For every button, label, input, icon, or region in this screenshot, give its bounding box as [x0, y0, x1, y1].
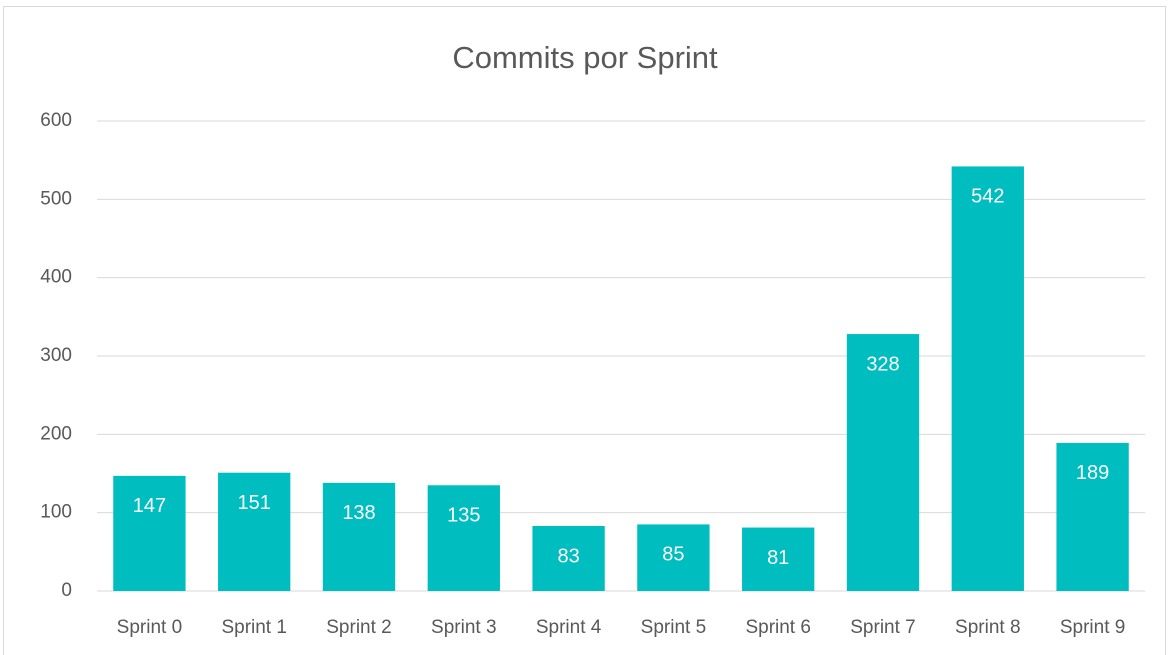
data-label: 189 — [1076, 462, 1109, 484]
y-tick-label: 300 — [40, 345, 72, 366]
bar — [846, 334, 920, 591]
bar — [1056, 442, 1129, 591]
bar — [532, 525, 605, 591]
data-label: 85 — [662, 544, 684, 566]
y-tick-label: 600 — [40, 110, 72, 131]
data-label: 151 — [238, 492, 271, 514]
bar — [113, 475, 186, 591]
data-label: 147 — [133, 495, 166, 517]
bar — [427, 485, 500, 591]
y-tick-label: 400 — [40, 267, 72, 288]
y-tick-label: 200 — [40, 423, 72, 444]
data-label: 328 — [866, 353, 899, 375]
bar — [742, 527, 815, 591]
x-tick-label: Sprint 2 — [326, 617, 391, 638]
data-label: 83 — [557, 545, 579, 567]
x-tick-label: Sprint 0 — [117, 617, 182, 638]
x-tick-label: Sprint 9 — [1060, 617, 1125, 638]
bar — [322, 482, 396, 591]
x-tick-label: Sprint 8 — [955, 617, 1020, 638]
x-tick-label: Sprint 4 — [536, 617, 602, 638]
x-tick-label: Sprint 3 — [431, 617, 496, 638]
x-tick-label: Sprint 1 — [221, 617, 286, 638]
data-label: 138 — [342, 502, 375, 524]
bar — [637, 524, 710, 591]
chart-title: Commits por Sprint — [452, 40, 718, 75]
data-label: 135 — [447, 505, 480, 527]
bar — [218, 472, 291, 591]
y-tick-label: 0 — [61, 580, 72, 601]
data-label: 81 — [767, 547, 789, 569]
x-tick-label: Sprint 7 — [850, 617, 915, 638]
y-tick-label: 100 — [40, 502, 72, 523]
y-tick-label: 500 — [40, 188, 72, 209]
x-tick-label: Sprint 6 — [745, 617, 810, 638]
data-label: 542 — [971, 186, 1004, 208]
x-tick-label: Sprint 5 — [641, 617, 706, 638]
bar — [951, 166, 1024, 591]
